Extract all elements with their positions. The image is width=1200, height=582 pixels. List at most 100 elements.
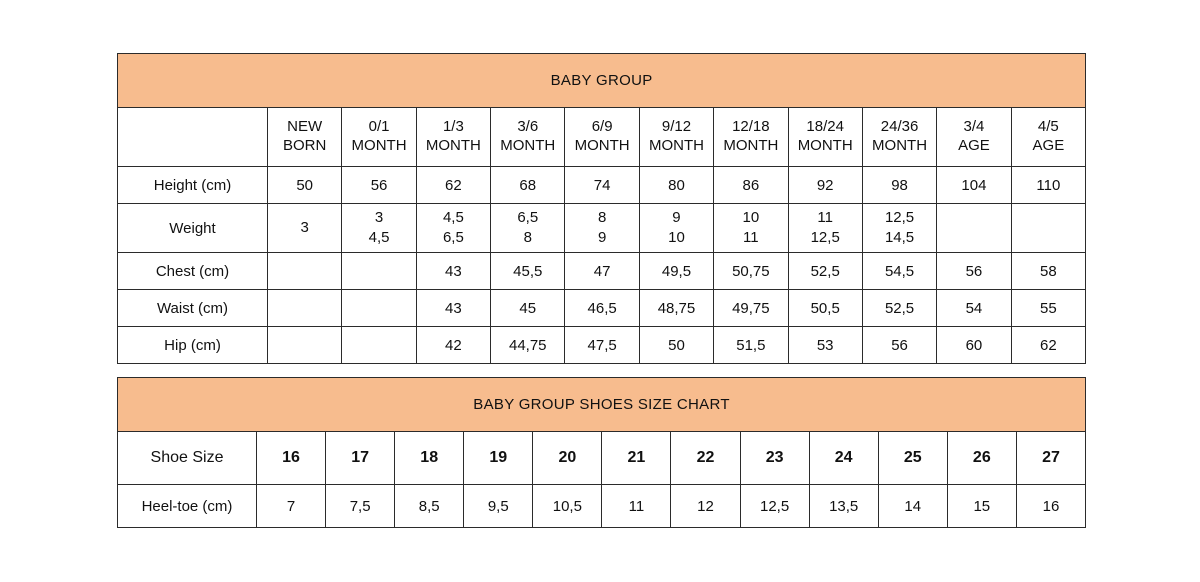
cell-weight-3: 6,5 8	[490, 203, 566, 253]
cell-heel-toe-8: 13,5	[808, 484, 879, 528]
cell-chest-9: 56	[936, 252, 1012, 290]
table-row-shoe-size: Shoe Size 16 17 18 19 20 21 22 23 24 25 …	[117, 431, 1087, 485]
table-row-hip: Hip (cm) 42 44,75 47,5 50 51,5 53 56 60 …	[117, 326, 1087, 364]
cell-waist-9: 54	[936, 289, 1012, 327]
cell-chest-5: 49,5	[638, 252, 715, 290]
row-label-height: Height (cm)	[117, 166, 268, 204]
cell-shoe-size-6: 22	[670, 431, 741, 485]
cell-shoe-size-1: 17	[325, 431, 396, 485]
row-label-heel-toe: Heel-toe (cm)	[117, 484, 257, 528]
cell-chest-2: 43	[415, 252, 492, 290]
cell-shoe-size-2: 18	[394, 431, 465, 485]
col-header-line1: 12/18	[732, 118, 770, 136]
col-header-3-4-age: 3/4 AGE	[936, 107, 1012, 167]
shoes-title: BABY GROUP SHOES SIZE CHART	[116, 377, 1087, 432]
baby-shoes-chart: BABY GROUP SHOES SIZE CHART Shoe Size 16…	[116, 377, 1087, 528]
cell-waist-0	[266, 289, 343, 327]
cell-waist-5: 48,75	[638, 289, 715, 327]
col-header-line2: MONTH	[500, 137, 556, 154]
col-header-line2: MONTH	[872, 137, 928, 154]
row-label-waist: Waist (cm)	[117, 289, 268, 327]
cell-line: 11	[817, 208, 833, 226]
shoes-size-table: BABY GROUP SHOES SIZE CHART Shoe Size 16…	[116, 377, 1087, 528]
col-header-line1: 24/36	[880, 118, 919, 136]
cell-height-9: 104	[936, 166, 1012, 204]
row-label-shoe-size: Shoe Size	[117, 431, 257, 485]
cell-height-3: 68	[490, 166, 566, 204]
cell-heel-toe-4: 10,5	[532, 484, 603, 528]
cell-weight-5: 9 10	[638, 203, 715, 253]
col-header-line1: 3/6	[517, 118, 539, 136]
col-header-0-1-month: 0/1 MONTH	[341, 107, 417, 167]
cell-weight-6: 10 11	[713, 203, 789, 253]
cell-line: 10	[742, 208, 760, 226]
cell-shoe-size-0: 16	[255, 431, 327, 485]
cell-waist-8: 52,5	[861, 289, 938, 327]
table-row-heel-toe: Heel-toe (cm) 7 7,5 8,5 9,5 10,5 11 12 1…	[117, 484, 1087, 528]
col-header-line2: AGE	[958, 137, 990, 154]
cell-heel-toe-6: 12	[670, 484, 741, 528]
cell-hip-2: 42	[415, 326, 492, 364]
cell-shoe-size-10: 26	[946, 431, 1017, 485]
cell-hip-7: 53	[787, 326, 863, 364]
cell-chest-6: 50,75	[713, 252, 789, 290]
cell-weight-9	[936, 203, 1012, 253]
col-header-3-6-month: 3/6 MONTH	[490, 107, 566, 167]
cell-waist-1	[341, 289, 417, 327]
cell-chest-1	[341, 252, 417, 290]
cell-weight-10	[1010, 203, 1087, 253]
cell-line: 11	[743, 229, 759, 246]
col-header-line1: 1/3	[442, 118, 464, 136]
cell-weight-8: 12,5 14,5	[861, 203, 938, 253]
cell-heel-toe-9: 14	[877, 484, 948, 528]
row-label-weight: Weight	[117, 203, 268, 253]
cell-shoe-size-4: 20	[532, 431, 603, 485]
col-header-1-3-month: 1/3 MONTH	[415, 107, 492, 167]
cell-heel-toe-3: 9,5	[463, 484, 534, 528]
cell-hip-3: 44,75	[490, 326, 566, 364]
col-header-line1: 6/9	[591, 118, 613, 136]
cell-line: 8	[597, 208, 607, 226]
cell-chest-8: 54,5	[861, 252, 938, 290]
col-header-line2: MONTH	[797, 137, 853, 154]
cell-line: 4,5	[368, 229, 390, 246]
cell-shoe-size-11: 27	[1015, 431, 1087, 485]
cell-hip-5: 50	[638, 326, 715, 364]
cell-shoe-size-3: 19	[463, 431, 534, 485]
cell-waist-4: 46,5	[564, 289, 640, 327]
col-header-new-born: NEW BORN	[266, 107, 343, 167]
cell-weight-7: 11 12,5	[787, 203, 863, 253]
baby-group-chart: BABY GROUP NEW BORN 0/1 MONTH 1/3 MONTH	[116, 53, 1087, 364]
cell-weight-1: 3 4,5	[341, 203, 417, 253]
cell-waist-7: 50,5	[787, 289, 863, 327]
baby-group-corner-cell	[117, 107, 268, 167]
cell-weight-2: 4,5 6,5	[415, 203, 492, 253]
cell-hip-4: 47,5	[564, 326, 640, 364]
col-header-line2: AGE	[1032, 137, 1065, 154]
cell-shoe-size-9: 25	[877, 431, 948, 485]
col-header-18-24-month: 18/24 MONTH	[787, 107, 863, 167]
col-header-line2: MONTH	[351, 137, 407, 154]
cell-waist-2: 43	[415, 289, 492, 327]
cell-heel-toe-10: 15	[946, 484, 1017, 528]
cell-chest-3: 45,5	[490, 252, 566, 290]
cell-chest-0	[266, 252, 343, 290]
row-label-chest: Chest (cm)	[117, 252, 268, 290]
cell-height-10: 110	[1010, 166, 1087, 204]
cell-waist-10: 55	[1010, 289, 1087, 327]
cell-line: 3	[300, 218, 309, 236]
col-header-9-12-month: 9/12 MONTH	[638, 107, 715, 167]
col-header-line1: 4/5	[1037, 118, 1059, 136]
cell-shoe-size-7: 23	[739, 431, 810, 485]
cell-hip-1	[341, 326, 417, 364]
col-header-line2: MONTH	[648, 137, 704, 154]
col-header-line2: MONTH	[574, 137, 630, 154]
cell-height-5: 80	[638, 166, 715, 204]
cell-heel-toe-1: 7,5	[325, 484, 396, 528]
cell-heel-toe-7: 12,5	[739, 484, 810, 528]
cell-height-4: 74	[564, 166, 640, 204]
col-header-line1: NEW	[287, 118, 323, 136]
baby-group-title: BABY GROUP	[116, 53, 1087, 108]
